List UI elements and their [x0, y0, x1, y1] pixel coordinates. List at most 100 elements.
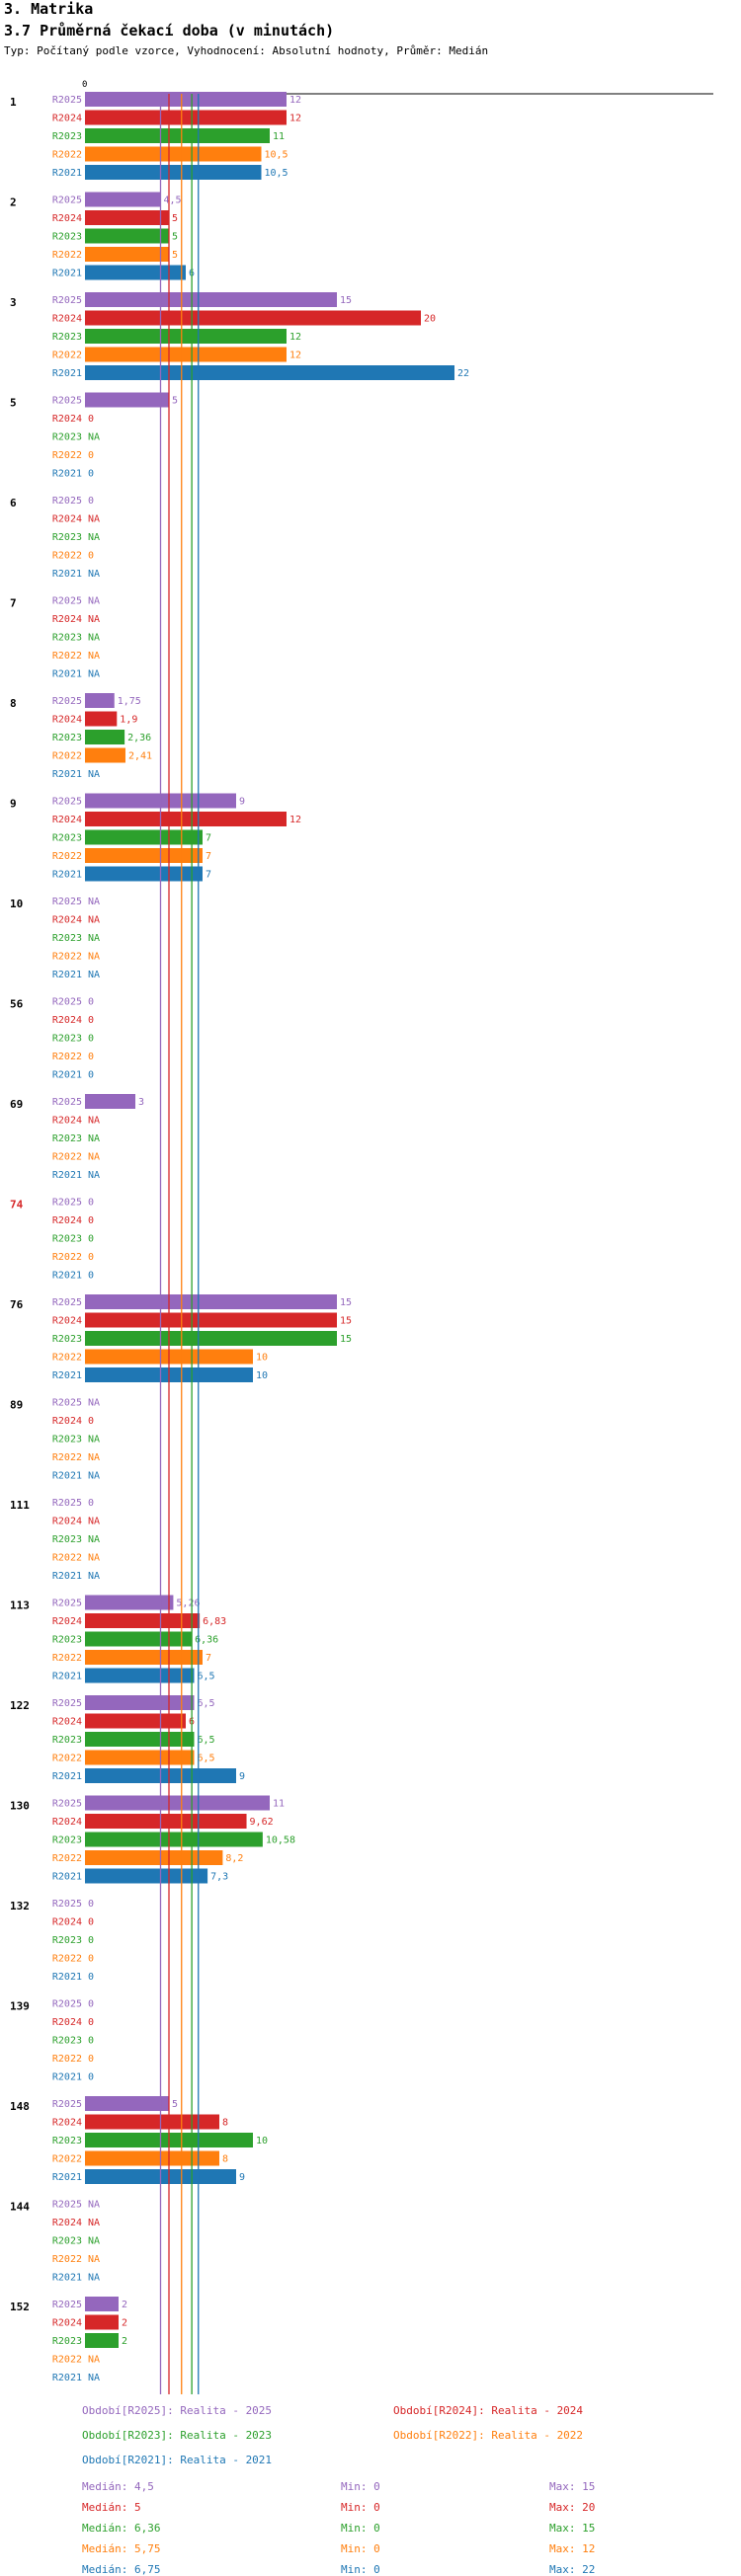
category-label: 152 [10, 2301, 30, 2313]
series-label: R2025 [52, 797, 82, 808]
series-label: R2025 [52, 997, 82, 1008]
stat-min: Min: 0 [341, 2563, 380, 2576]
data-label: 6,36 [195, 1635, 218, 1646]
data-label: 5 [172, 250, 178, 261]
data-label: 15 [340, 1316, 352, 1327]
series-label: R2022 [52, 1052, 82, 1062]
data-label: 10 [256, 1370, 268, 1381]
series-label: R2022 [52, 1452, 82, 1463]
series-label: R2023 [52, 933, 82, 944]
data-label: NA [88, 1152, 100, 1163]
data-label: 0 [88, 1252, 94, 1263]
bar [85, 1094, 135, 1109]
series-label: R2021 [52, 870, 82, 881]
data-label: NA [88, 1170, 100, 1181]
bar [85, 2297, 119, 2311]
bar [85, 2096, 169, 2111]
data-label: NA [88, 1435, 100, 1445]
stat-max: Max: 20 [549, 2501, 596, 2514]
data-label: NA [88, 614, 100, 625]
data-label: 5 [172, 213, 178, 224]
series-label: R2021 [52, 1571, 82, 1582]
series-label: R2025 [52, 2200, 82, 2211]
series-label: R2022 [52, 2054, 82, 2065]
bar [85, 2333, 119, 2348]
data-label: 4,5 [164, 195, 182, 206]
data-label: 7 [206, 851, 211, 862]
data-label: 0 [88, 1935, 94, 1946]
data-label: 2,41 [128, 751, 152, 762]
series-label: R2021 [52, 1872, 82, 1883]
data-label: 12 [289, 332, 301, 343]
category-label: 2 [10, 196, 17, 209]
bar [85, 1732, 195, 1747]
series-label: R2022 [52, 1853, 82, 1864]
data-label: 0 [88, 1198, 94, 1209]
data-label: 0 [88, 414, 94, 425]
data-label: 1,9 [120, 715, 137, 726]
bar [85, 693, 115, 708]
bar [85, 210, 169, 225]
series-label: R2021 [52, 769, 82, 780]
series-label: R2023 [52, 2236, 82, 2247]
data-label: NA [88, 2373, 100, 2383]
chart-title: 3.7 Průměrná čekací doba (v minutách) [4, 22, 335, 39]
series-label: R2023 [52, 232, 82, 243]
data-label: 0 [88, 1070, 94, 1081]
bar [85, 829, 203, 845]
data-label: 0 [88, 2054, 94, 2065]
bar [85, 292, 337, 307]
data-label: 3 [138, 1097, 144, 1108]
series-label: R2021 [52, 1170, 82, 1181]
category-label: 132 [10, 1900, 30, 1912]
data-label: 0 [88, 2036, 94, 2047]
series-label: R2021 [52, 1271, 82, 1282]
series-label: R2023 [52, 2336, 82, 2347]
data-label: 15 [340, 1334, 352, 1345]
stat-median: Medián: 6,75 [82, 2563, 161, 2576]
data-label: 0 [88, 1899, 94, 1910]
data-label: 0 [88, 450, 94, 461]
section-title: 3. Matrika [4, 0, 94, 18]
data-label: 2 [122, 2318, 127, 2329]
series-label: R2022 [52, 1754, 82, 1764]
series-label: R2025 [52, 496, 82, 507]
data-label: 0 [88, 2072, 94, 2083]
series-label: R2021 [52, 1471, 82, 1482]
data-label: 10 [256, 1353, 268, 1364]
data-label: 0 [88, 2017, 94, 2028]
data-label: 11 [273, 131, 285, 142]
data-label: 9 [239, 1771, 245, 1782]
category-label: 69 [10, 1098, 23, 1111]
series-label: R2024 [52, 1015, 82, 1026]
series-label: R2024 [52, 614, 82, 625]
series-label: R2024 [52, 2118, 82, 2129]
category-label: 139 [10, 2000, 30, 2013]
series-label: R2025 [52, 1899, 82, 1910]
category-label: 76 [10, 1298, 24, 1311]
bar [85, 2314, 119, 2330]
bar [85, 265, 186, 280]
bar [85, 1850, 223, 1865]
data-label: NA [88, 2218, 100, 2228]
series-label: R2023 [52, 1334, 82, 1345]
bar [85, 1631, 193, 1647]
series-label: R2025 [52, 95, 82, 106]
data-label: 9 [239, 2172, 245, 2183]
series-label: R2023 [52, 532, 82, 543]
data-label: 5 [172, 2099, 178, 2110]
series-label: R2022 [52, 1553, 82, 1564]
data-label: 7 [206, 833, 211, 844]
data-label: NA [88, 952, 100, 963]
series-label: R2023 [52, 1034, 82, 1045]
series-label: R2023 [52, 1435, 82, 1445]
series-label: R2022 [52, 751, 82, 762]
data-label: 5 [172, 232, 178, 243]
data-label: NA [88, 669, 100, 680]
bar-chart: 0 1 R2025 12 R2024 12 R2023 11 R2022 10,5 R2021 10,… [10, 80, 713, 2394]
series-label: R2024 [52, 1316, 82, 1327]
stat-max: Max: 15 [549, 2522, 596, 2535]
category-label: 89 [10, 1399, 23, 1412]
data-label: 10 [256, 2136, 268, 2147]
series-label: R2022 [52, 2254, 82, 2265]
